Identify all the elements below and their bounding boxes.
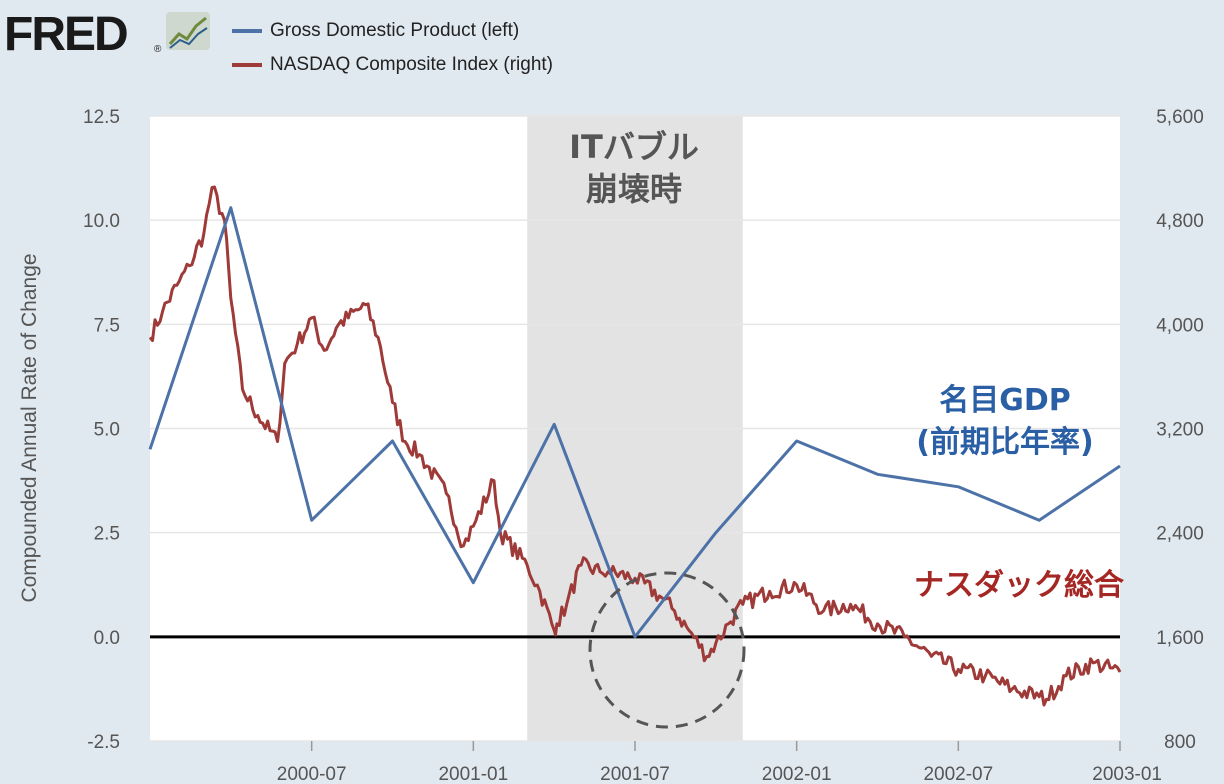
x-tick-label: 2003-01 — [1092, 764, 1162, 784]
right-tick-label: 5,600 — [1156, 107, 1204, 128]
recession-label-line1: ITバブル — [569, 128, 699, 166]
legend-label-gdp: Gross Domestic Product (left) — [270, 20, 520, 41]
highlight-circle — [588, 571, 746, 729]
y-axis-label: Compounded Annual Rate of Change — [18, 253, 41, 602]
gdp-annotation-line2: (前期比年率) — [916, 425, 1093, 460]
gdp-line — [148, 206, 1121, 639]
left-tick-label: 10.0 — [83, 211, 120, 232]
left-tick-label: 5.0 — [94, 420, 120, 441]
left-tick-label: 12.5 — [83, 107, 120, 128]
right-tick-label: 4,800 — [1156, 211, 1204, 232]
gdp-annotation-line1: 名目GDP — [939, 383, 1071, 418]
x-tick-label: 2001-07 — [600, 764, 670, 784]
right-tick-label: 1,600 — [1156, 628, 1204, 649]
left-tick-label: -2.5 — [87, 732, 120, 753]
left-tick-label: 2.5 — [94, 524, 120, 545]
x-tick-label: 2001-01 — [438, 764, 508, 784]
right-tick-label: 800 — [1164, 732, 1196, 753]
legend-label-nasdaq: NASDAQ Composite Index (right) — [270, 54, 553, 75]
nasdaq-annotation: ナスダック総合 — [914, 568, 1124, 603]
x-axis-ticks: 2000-07 2001-01 2001-07 2002-01 2002-07 2003-… — [277, 741, 1162, 784]
fred-logo-text: FRED — [4, 8, 127, 56]
right-tick-label: 4,000 — [1156, 315, 1204, 336]
x-tick-label: 2000-07 — [277, 764, 347, 784]
right-tick-label: 2,400 — [1156, 524, 1204, 545]
left-tick-label: 7.5 — [94, 315, 120, 336]
legend-swatch-nasdaq — [232, 63, 262, 67]
x-tick-label: 2002-01 — [762, 764, 832, 784]
registered-mark: ® — [154, 44, 162, 55]
x-tick-label: 2002-07 — [923, 764, 993, 784]
legend-item-nasdaq: NASDAQ Composite Index (right) — [232, 48, 553, 82]
right-axis-ticks: 5,600 4,800 4,000 3,200 2,400 1,600 800 — [1156, 107, 1204, 753]
fred-logo: FRED ® — [4, 8, 210, 56]
recession-label-line2: 崩壊時 — [586, 170, 682, 208]
right-tick-label: 3,200 — [1156, 420, 1204, 441]
legend-item-gdp: Gross Domestic Product (left) — [232, 14, 553, 48]
legend-swatch-gdp — [232, 29, 262, 33]
left-axis-ticks: 12.5 10.0 7.5 5.0 2.5 0.0 -2.5 — [83, 107, 120, 753]
left-tick-label: 0.0 — [94, 628, 120, 649]
fred-graph-icon — [166, 12, 210, 50]
chart-legend: Gross Domestic Product (left) NASDAQ Com… — [232, 14, 553, 82]
